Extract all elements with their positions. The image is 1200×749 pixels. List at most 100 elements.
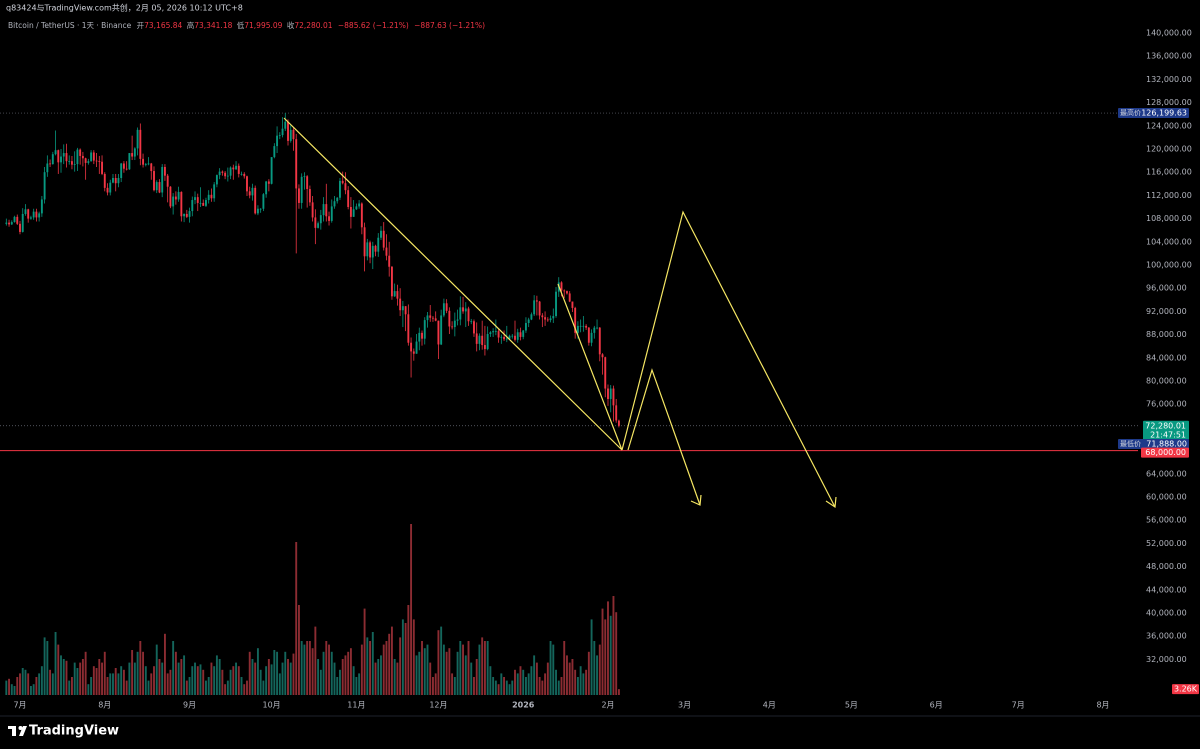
- volume-bar: [541, 680, 544, 695]
- volume-bar: [246, 680, 248, 695]
- candle-body: [120, 163, 123, 179]
- y-tick-label: 40,000.00: [1146, 608, 1187, 617]
- volume-bar: [360, 644, 363, 695]
- candle-body: [84, 158, 87, 163]
- volume-bar: [174, 651, 177, 695]
- volume-bar: [574, 669, 577, 695]
- candle-body: [76, 149, 79, 165]
- volume-bar: [128, 662, 131, 695]
- volume-bar: [273, 650, 276, 695]
- legend-symbol: Bitcoin / TetherUS · 1天 · Binance: [8, 21, 132, 30]
- volume-bar: [579, 666, 582, 695]
- candle-body: [136, 129, 139, 149]
- candle-body: [612, 388, 615, 406]
- volume-bar: [295, 542, 298, 695]
- volume-bar: [35, 677, 38, 695]
- volume-bar: [489, 666, 492, 695]
- volume-bar: [473, 677, 475, 695]
- x-tick-label: 7月: [13, 701, 26, 710]
- candle-body: [248, 191, 251, 196]
- volume-bar: [278, 673, 281, 695]
- candle-body: [401, 306, 404, 311]
- candle-body: [519, 332, 522, 337]
- volume-bar: [555, 669, 557, 695]
- y-tick-label: 116,000.00: [1146, 168, 1192, 177]
- volume-bar: [24, 669, 27, 695]
- volume-bar: [421, 641, 423, 695]
- candle-body: [68, 161, 71, 162]
- y-tick-label: 120,000.00: [1146, 145, 1192, 154]
- candle-body: [106, 187, 109, 193]
- candle-body: [415, 341, 418, 354]
- candle-body: [341, 180, 344, 184]
- candle-body: [300, 176, 303, 203]
- volume-bar: [390, 626, 393, 695]
- volume-bar: [226, 680, 229, 695]
- x-tick-label: 12月: [429, 701, 447, 710]
- candle-body: [328, 216, 330, 221]
- candle-body: [366, 242, 369, 257]
- candle-body: [478, 335, 481, 344]
- logo: TradingView: [8, 724, 119, 739]
- candle-body: [442, 303, 445, 316]
- hline-tag-text: 68,000.00: [1145, 448, 1186, 457]
- hline-tag-box: [1141, 447, 1189, 458]
- volume-bar: [371, 632, 374, 695]
- candle-body: [114, 178, 117, 184]
- candle-body: [210, 194, 213, 199]
- legend-value: 71,995.09: [244, 21, 282, 30]
- low-tag-text: 71,888.00: [1146, 440, 1187, 449]
- candle-body: [385, 247, 388, 256]
- candle-body: [87, 161, 90, 163]
- volume-bar: [596, 655, 598, 695]
- candle-body: [347, 190, 350, 207]
- y-tick-label: 36,000.00: [1146, 632, 1187, 641]
- candle-body: [273, 146, 276, 158]
- volume-bar: [423, 648, 426, 695]
- drawings: [283, 117, 837, 509]
- candle-body: [29, 217, 32, 219]
- volume-bar: [519, 666, 522, 695]
- candle-body: [158, 182, 161, 193]
- volume-bar: [369, 641, 372, 695]
- candle-body: [259, 208, 262, 210]
- candle-body: [314, 217, 317, 228]
- candle-body: [5, 222, 8, 224]
- volume-bar: [380, 655, 382, 695]
- volume-bar: [287, 659, 289, 695]
- candle-body: [541, 315, 544, 318]
- volume-bar: [38, 673, 41, 695]
- candle-body: [79, 149, 82, 156]
- candle-body: [215, 175, 218, 185]
- volume-bar: [399, 637, 402, 695]
- candle-body: [374, 245, 377, 252]
- candle-body: [254, 187, 257, 214]
- candle-body: [117, 178, 120, 184]
- candle-body: [560, 282, 563, 291]
- candle-body: [101, 161, 103, 174]
- volume-bar: [524, 677, 527, 695]
- volume-bar: [240, 677, 243, 695]
- candle-body: [284, 121, 287, 129]
- candle-body: [109, 182, 112, 193]
- volume-bar: [40, 666, 43, 695]
- candle-body: [19, 223, 21, 232]
- candle-body: [90, 152, 93, 162]
- x-tick-label: 11月: [347, 701, 365, 710]
- candle-body: [434, 318, 437, 321]
- volume-bar: [347, 651, 350, 695]
- volume-bar: [79, 662, 82, 695]
- candle-body: [393, 291, 396, 297]
- volume-bar: [215, 655, 218, 695]
- candle-body: [295, 139, 298, 189]
- volume-bar: [571, 659, 574, 695]
- candle-body: [308, 189, 311, 203]
- volume-bar: [358, 673, 361, 695]
- volume-tag-text: 3.26K: [1174, 685, 1198, 694]
- legend: Bitcoin / TetherUS · 1天 · Binance 开73,16…: [8, 20, 485, 30]
- volume-bar: [292, 653, 295, 695]
- candle-body: [481, 335, 484, 346]
- candle-body: [185, 213, 188, 217]
- y-tick-label: 100,000.00: [1146, 260, 1192, 269]
- volume-bar: [401, 619, 404, 695]
